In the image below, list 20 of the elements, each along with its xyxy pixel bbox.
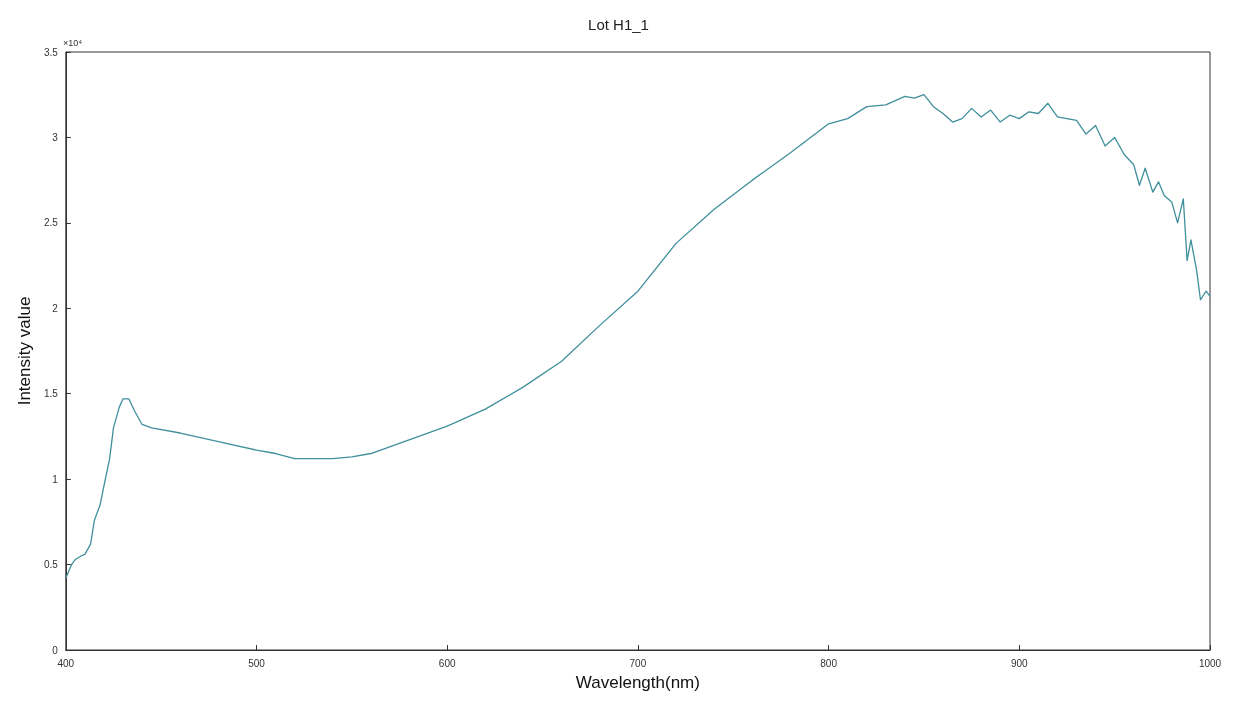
x-tick-label: 800 <box>820 657 838 669</box>
y-tick-label: 3 <box>52 131 59 143</box>
x-tick-label: 600 <box>438 657 456 669</box>
line-series <box>65 94 1211 579</box>
y-tick-label: 2 <box>52 302 59 314</box>
y-tick-label: 1.5 <box>43 388 59 400</box>
x-tick-label: 400 <box>57 657 75 669</box>
x-tick-label: 1000 <box>1198 657 1222 669</box>
x-tick-label: 900 <box>1010 657 1029 669</box>
y-tick-label: 0 <box>52 644 59 656</box>
y-axis-title: Intensity value <box>15 296 34 406</box>
chart-title: Lot H1_1 <box>588 16 649 33</box>
text: ×10⁴ <box>63 37 83 48</box>
y-tick-label: 1 <box>52 473 59 485</box>
y-tick-label: 2.5 <box>43 217 59 229</box>
x-tick-label: 500 <box>248 657 266 669</box>
x-tick-label: 700 <box>629 657 647 669</box>
y-tick-label: 3.5 <box>43 46 59 58</box>
y-tick-label: 0.5 <box>43 559 59 571</box>
x-axis-title: Wavelength(nm) <box>575 673 700 692</box>
